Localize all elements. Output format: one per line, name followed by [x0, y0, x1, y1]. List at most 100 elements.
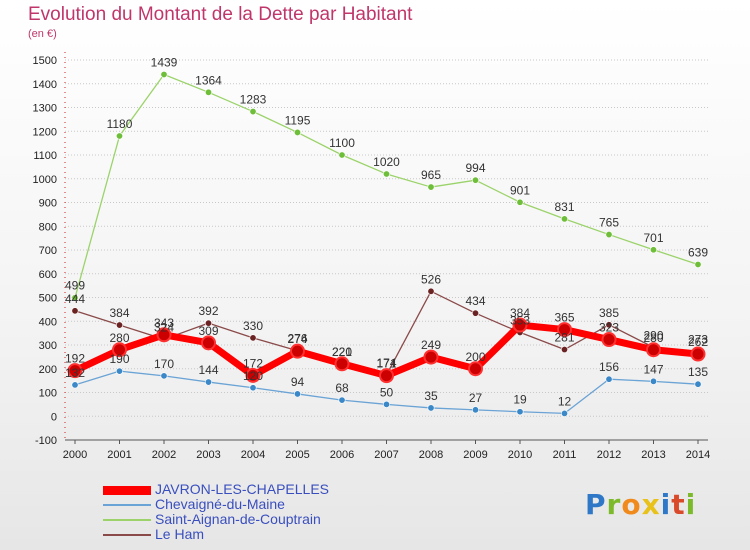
- data-point: [205, 378, 213, 386]
- data-point: [560, 346, 568, 354]
- data-point: [71, 307, 79, 315]
- data-label: 192: [65, 352, 85, 366]
- logo-letter: x: [641, 488, 661, 521]
- data-label: 384: [109, 306, 129, 320]
- y-tick-label: 400: [39, 316, 57, 328]
- data-label: 1100: [329, 136, 355, 150]
- data-point: [690, 346, 706, 362]
- x-tick-label: 2011: [553, 449, 577, 461]
- data-label: 965: [421, 168, 441, 182]
- y-tick-label: 1400: [33, 79, 57, 91]
- chart-subtitle: (en €): [28, 28, 57, 40]
- data-point: [156, 327, 172, 343]
- x-tick-label: 2003: [196, 449, 220, 461]
- x-tick-label: 2005: [285, 449, 309, 461]
- legend-label: Saint-Aignan-de-Couptrain: [155, 511, 321, 527]
- data-label: 171: [376, 357, 396, 371]
- x-tick-label: 2006: [330, 449, 354, 461]
- data-point: [649, 246, 657, 254]
- x-tick-label: 2000: [63, 449, 87, 461]
- x-tick-label: 2002: [152, 449, 176, 461]
- data-label: 120: [243, 369, 263, 383]
- y-tick-label: 1300: [33, 103, 57, 115]
- data-point: [605, 231, 613, 239]
- y-tick-label: 900: [39, 198, 57, 210]
- data-label: 290: [643, 328, 663, 342]
- y-tick-label: 100: [39, 388, 57, 400]
- data-label: 365: [554, 311, 574, 325]
- data-label: 221: [332, 345, 352, 359]
- data-label: 309: [198, 324, 218, 338]
- y-tick-label: 200: [39, 364, 57, 376]
- data-label: 385: [599, 306, 619, 320]
- data-label: 526: [421, 272, 441, 286]
- data-point: [382, 170, 390, 178]
- logo-letter: i: [685, 488, 697, 521]
- data-label: 170: [154, 357, 174, 371]
- data-label: 156: [599, 360, 619, 374]
- data-point: [560, 215, 568, 223]
- legend-label: Le Ham: [155, 526, 205, 542]
- data-label: 1180: [107, 117, 133, 131]
- data-point: [245, 367, 261, 383]
- data-label: 1439: [151, 55, 178, 69]
- data-label: 1195: [285, 113, 311, 127]
- data-label: 132: [65, 366, 85, 380]
- data-label: 499: [65, 279, 85, 293]
- data-point: [249, 384, 257, 392]
- legend-label: Chevaigné-du-Maine: [155, 496, 285, 512]
- data-point: [423, 349, 439, 365]
- data-label: 280: [643, 331, 663, 345]
- data-point: [646, 342, 661, 358]
- y-tick-label: 1500: [33, 55, 57, 67]
- data-label: 144: [198, 363, 218, 377]
- data-label: 135: [688, 365, 708, 379]
- data-point: [71, 381, 79, 389]
- data-point: [694, 380, 702, 388]
- data-label: 1020: [373, 155, 400, 169]
- x-tick-label: 2013: [641, 449, 665, 461]
- data-label: 831: [554, 200, 574, 214]
- data-point: [427, 183, 435, 191]
- data-label: 249: [421, 338, 441, 352]
- y-tick-label: 700: [39, 245, 57, 257]
- x-tick-label: 2007: [374, 449, 398, 461]
- data-label: 273: [688, 332, 708, 346]
- data-point: [290, 343, 305, 359]
- data-label: 1283: [240, 93, 267, 107]
- legend-label: JAVRON-LES-CHAPELLES: [155, 481, 330, 497]
- x-tick-label: 2001: [107, 449, 131, 461]
- data-point: [338, 151, 346, 159]
- data-label: 324: [154, 320, 174, 334]
- data-point: [427, 287, 435, 295]
- logo-letter: i: [660, 488, 672, 521]
- data-label: 323: [599, 321, 619, 335]
- y-tick-label: -100: [35, 435, 57, 447]
- data-point: [382, 400, 390, 408]
- data-point: [116, 132, 124, 140]
- data-label: 281: [554, 331, 574, 345]
- legend-swatch: [103, 519, 151, 521]
- data-point: [201, 335, 216, 351]
- y-tick-label: 1000: [33, 174, 57, 186]
- logo-letter: o: [621, 488, 642, 521]
- logo-letter: P: [585, 488, 607, 521]
- data-label: 12: [558, 394, 572, 408]
- data-label: 19: [513, 393, 527, 407]
- data-label: 68: [335, 381, 349, 395]
- x-tick-label: 2009: [463, 449, 487, 461]
- legend-swatch: [103, 534, 151, 536]
- data-point: [468, 361, 483, 377]
- data-label: 384: [510, 306, 530, 320]
- data-point: [557, 322, 572, 338]
- data-label: 174: [376, 356, 396, 370]
- legend-swatch: [103, 504, 151, 506]
- y-tick-label: 300: [39, 340, 57, 352]
- data-label: 94: [291, 375, 305, 389]
- data-label: 147: [643, 362, 663, 376]
- data-label: 27: [469, 391, 483, 405]
- data-point: [249, 108, 257, 116]
- data-point: [293, 390, 301, 398]
- data-point: [694, 260, 702, 268]
